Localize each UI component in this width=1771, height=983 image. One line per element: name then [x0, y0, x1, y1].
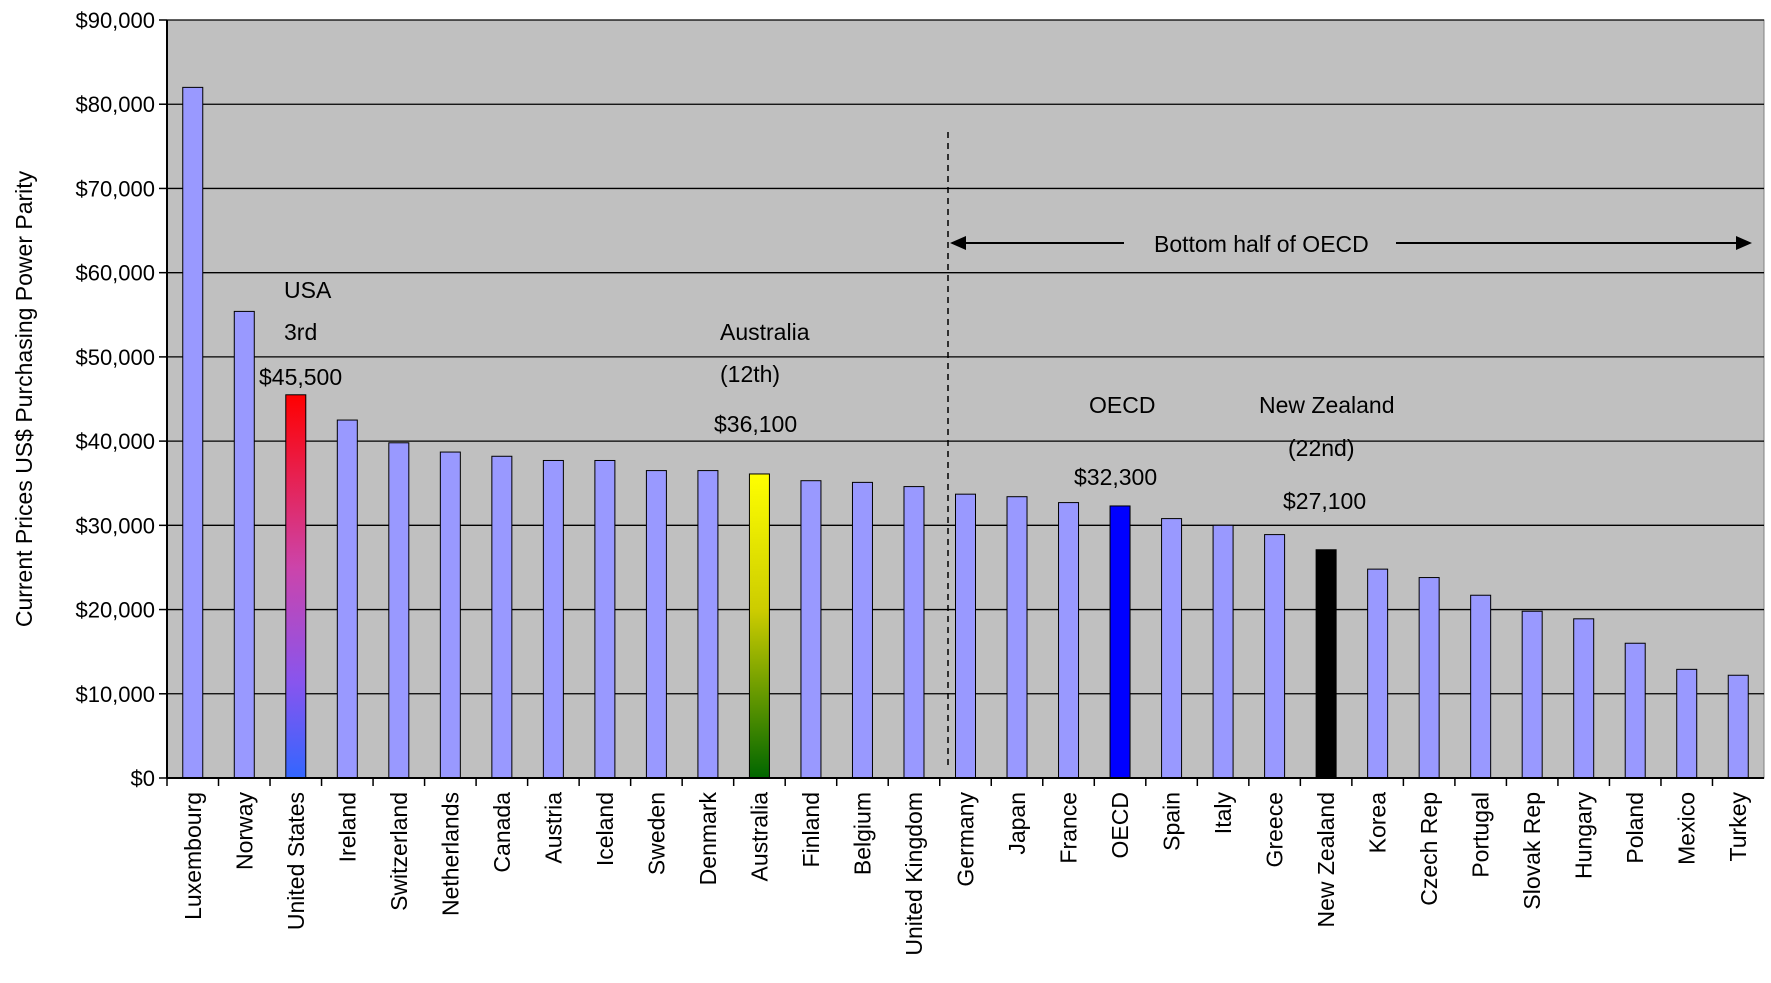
- annotation-australia: Australia (12th) $36,100: [714, 319, 810, 437]
- x-tick-label: Luxembourg: [180, 792, 206, 920]
- x-tick-label: New Zealand: [1313, 792, 1339, 928]
- gridlines: [167, 19, 1764, 695]
- bar-norway: [233, 310, 255, 779]
- bar-greece: [1264, 534, 1286, 779]
- y-tick-label: $50,000: [75, 345, 155, 370]
- annotation-usa-name: USA: [284, 277, 332, 303]
- bottom-half-arrow-left-head: [950, 236, 966, 250]
- y-axis-label: Current Prices US$ Purchasing Power Pari…: [11, 170, 37, 627]
- x-tick-label: Sweden: [643, 792, 669, 875]
- y-tick-label: $0: [131, 766, 155, 791]
- annotation-new-zealand: New Zealand (22nd) $27,100: [1259, 392, 1395, 514]
- x-tick-label: Australia: [746, 792, 772, 882]
- bar-australia: [748, 473, 770, 779]
- bar-netherlands: [439, 451, 461, 779]
- x-tick-label: Ireland: [334, 792, 360, 862]
- bar-mexico: [1676, 668, 1698, 779]
- x-tick-label: France: [1056, 792, 1082, 864]
- bar-turkey: [1727, 674, 1749, 779]
- bar-united-kingdom: [903, 486, 925, 779]
- bar-belgium: [851, 481, 873, 779]
- annotation-new-zealand-value: $27,100: [1283, 488, 1366, 514]
- x-tick-label: Denmark: [695, 792, 721, 886]
- x-tick-label: Greece: [1262, 792, 1288, 867]
- y-tick-label: $30,000: [75, 513, 155, 538]
- bar-switzerland: [388, 442, 410, 779]
- bar-iceland: [594, 459, 616, 779]
- bottom-half-arrow-right-head: [1736, 236, 1752, 250]
- x-tick-label: OECD: [1107, 792, 1133, 858]
- x-tick-label: Iceland: [592, 792, 618, 866]
- x-tick-label: United Kingdom: [901, 792, 927, 956]
- bars: [182, 86, 1749, 779]
- annotation-oecd: OECD $32,300: [1074, 392, 1157, 490]
- x-tick-label: Belgium: [849, 792, 875, 875]
- x-tick-label: United States: [283, 792, 309, 930]
- bar-canada: [491, 455, 513, 779]
- bar-poland: [1624, 642, 1646, 779]
- annotation-australia-rank: (12th): [720, 361, 780, 387]
- x-tick-label: Czech Rep: [1416, 792, 1442, 906]
- annotation-australia-value: $36,100: [714, 411, 797, 437]
- annotation-usa: USA 3rd $45,500: [259, 277, 342, 390]
- y-tick-label: $20,000: [75, 598, 155, 623]
- bar-ireland: [336, 419, 358, 779]
- x-tick-label: Germany: [953, 792, 979, 887]
- bottom-half-arrow: Bottom half of OECD: [950, 231, 1752, 257]
- bar-united-states: [285, 394, 307, 779]
- y-tick-label: $60,000: [75, 261, 155, 286]
- bar-austria: [542, 459, 564, 779]
- y-tick-label: $40,000: [75, 429, 155, 454]
- annotation-usa-rank: 3rd: [284, 319, 317, 345]
- x-tick-label: Italy: [1210, 792, 1236, 835]
- x-tick-label: Turkey: [1725, 792, 1751, 862]
- x-tick-label: Portugal: [1468, 792, 1494, 878]
- x-tick-label: Slovak Rep: [1519, 792, 1545, 910]
- bar-france: [1058, 502, 1080, 779]
- bar-italy: [1212, 524, 1234, 779]
- x-tick-label: Mexico: [1674, 792, 1700, 865]
- bar-spain: [1161, 518, 1183, 779]
- bar-denmark: [697, 470, 719, 779]
- bar-czech-rep: [1418, 577, 1440, 779]
- bar-sweden: [645, 470, 667, 779]
- bar-new-zealand: [1315, 549, 1337, 779]
- bar-finland: [800, 480, 822, 779]
- x-tick-label: Austria: [540, 792, 566, 864]
- x-tick-label: Poland: [1622, 792, 1648, 864]
- x-tick-label: Canada: [489, 792, 515, 873]
- bar-oecd: [1109, 505, 1131, 779]
- y-tick-label: $10,000: [75, 682, 155, 707]
- x-tick-label: Japan: [1004, 792, 1030, 855]
- bar-japan: [1006, 496, 1028, 779]
- bar-slovak-rep: [1521, 610, 1543, 779]
- x-tick-label: Switzerland: [386, 792, 412, 911]
- y-axis-ticks: $0 $10,000 $20,000 $30,000 $40,000 $50,000 $60…: [75, 8, 167, 791]
- y-tick-label: $70,000: [75, 176, 155, 201]
- annotation-new-zealand-rank: (22nd): [1288, 435, 1354, 461]
- annotation-oecd-value: $32,300: [1074, 464, 1157, 490]
- annotation-usa-value: $45,500: [259, 364, 342, 390]
- annotation-oecd-name: OECD: [1089, 392, 1155, 418]
- bar-portugal: [1470, 594, 1492, 779]
- bar-hungary: [1573, 618, 1595, 779]
- y-tick-label: $90,000: [75, 8, 155, 33]
- x-tick-label: Korea: [1365, 792, 1391, 854]
- annotation-new-zealand-name: New Zealand: [1259, 392, 1395, 418]
- bar-luxembourg: [182, 86, 204, 779]
- x-axis-ticks: Luxembourg Norway United States Ireland Swit…: [166, 778, 1751, 956]
- x-tick-label: Netherlands: [437, 792, 463, 916]
- y-tick-label: $80,000: [75, 92, 155, 117]
- x-tick-label: Hungary: [1571, 792, 1597, 879]
- bar-germany: [955, 493, 976, 779]
- x-tick-label: Spain: [1159, 792, 1185, 851]
- bar-korea: [1367, 568, 1389, 779]
- annotation-australia-name: Australia: [720, 319, 810, 345]
- x-tick-label: Finland: [798, 792, 824, 867]
- bottom-half-label: Bottom half of OECD: [1154, 231, 1369, 257]
- x-tick-label: Norway: [231, 792, 257, 870]
